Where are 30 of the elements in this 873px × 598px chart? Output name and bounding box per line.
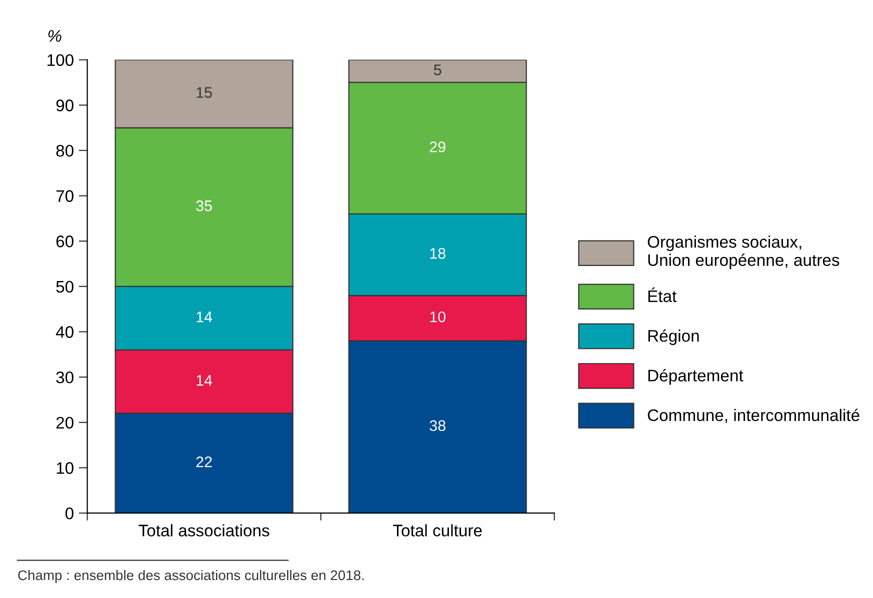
- data-label: 10: [430, 311, 446, 322]
- legend-label: Commune, intercommunalité: [648, 408, 860, 424]
- legend-label: Région: [648, 329, 699, 346]
- data-label: 15: [196, 87, 212, 98]
- y-tick-label: 90: [56, 100, 74, 112]
- data-label: 14: [196, 312, 212, 322]
- y-axis-title: %: [48, 30, 62, 42]
- y-tick-label: 40: [56, 326, 74, 338]
- y-tick-label: 50: [56, 280, 74, 293]
- legend-label: État: [648, 288, 677, 302]
- y-tick-label: 70: [56, 190, 74, 202]
- data-label: 29: [430, 141, 446, 152]
- y-tick-label: 10: [56, 462, 74, 474]
- data-label: 18: [430, 248, 446, 259]
- y-tick-label: 20: [56, 416, 74, 429]
- text: Champ : ensemble des associations culturelles en 2018.: [18, 570, 364, 583]
- x-tick-label: Total culture: [393, 524, 482, 536]
- data-label: 35: [196, 200, 212, 212]
- y-tick-label: 80: [56, 144, 74, 157]
- y-tick-label: 60: [56, 236, 74, 248]
- x-tick-label: Total associations: [138, 524, 270, 536]
- data-label: 5: [434, 64, 442, 76]
- y-tick-label: 30: [56, 372, 74, 384]
- data-label: 22: [196, 456, 212, 468]
- data-label: 14: [196, 375, 212, 386]
- legend-label: Département: [648, 369, 744, 385]
- legend-label: Organismes sociaux, Union européenne, autres: [648, 236, 840, 270]
- y-tick-label: 0: [65, 507, 74, 520]
- y-tick-label: 100: [48, 54, 74, 66]
- data-label: 38: [430, 420, 446, 432]
